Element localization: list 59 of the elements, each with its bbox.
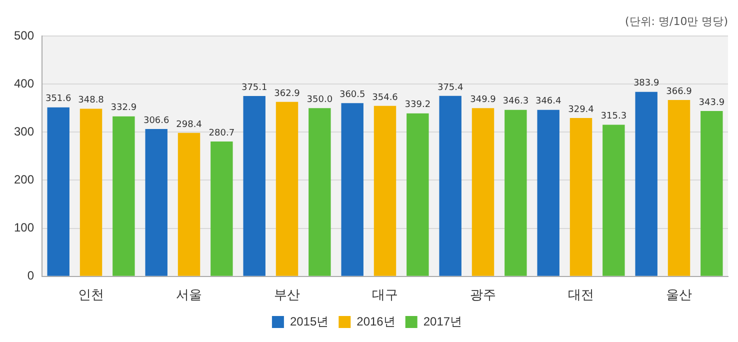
bar bbox=[112, 116, 135, 276]
y-tick-label: 200 bbox=[14, 172, 34, 187]
data-label: 349.9 bbox=[470, 95, 496, 106]
bar bbox=[406, 113, 429, 276]
x-tick-label: 대전 bbox=[568, 286, 594, 302]
bar bbox=[276, 102, 298, 276]
bar bbox=[210, 141, 233, 276]
x-tick-label: 광주 bbox=[470, 286, 496, 302]
y-tick-label: 100 bbox=[14, 220, 34, 235]
bar bbox=[80, 108, 102, 276]
data-label: 362.9 bbox=[274, 88, 300, 99]
text: (단위: 명/10만 명당) bbox=[625, 14, 728, 29]
data-label: 343.9 bbox=[698, 98, 725, 108]
data-label: 339.2 bbox=[404, 100, 431, 110]
data-label: 315.3 bbox=[600, 112, 627, 122]
data-label: 280.7 bbox=[208, 128, 235, 138]
y-tick-label: 500 bbox=[14, 28, 34, 42]
data-label: 306.6 bbox=[143, 116, 170, 126]
data-label: 383.9 bbox=[633, 78, 660, 89]
x-tick-label: 대구 bbox=[372, 286, 398, 302]
data-label: 375.4 bbox=[437, 82, 464, 93]
data-label: 354.6 bbox=[372, 92, 398, 103]
bar bbox=[537, 110, 560, 276]
bar bbox=[635, 92, 658, 276]
bar bbox=[504, 110, 527, 276]
legend-label: 2017년 bbox=[423, 314, 462, 328]
data-label: 332.9 bbox=[110, 103, 137, 114]
data-label: 346.3 bbox=[502, 96, 529, 107]
bar bbox=[243, 96, 266, 276]
bar bbox=[700, 111, 723, 276]
data-label: 350.0 bbox=[306, 94, 333, 105]
y-tick-label: 400 bbox=[14, 76, 34, 90]
y-tick-label: 0 bbox=[27, 268, 34, 283]
y-tick-label: 300 bbox=[14, 124, 34, 138]
bar bbox=[374, 106, 396, 276]
bar bbox=[341, 103, 364, 276]
data-label: 375.1 bbox=[241, 82, 268, 93]
data-label: 348.8 bbox=[78, 96, 104, 106]
bar bbox=[570, 118, 592, 276]
bar bbox=[47, 107, 70, 276]
legend-label: 2015년 bbox=[290, 314, 329, 328]
bar bbox=[602, 124, 625, 276]
bar bbox=[145, 128, 168, 276]
bar bbox=[668, 100, 690, 276]
bar bbox=[178, 132, 200, 276]
legend-label: 2016년 bbox=[356, 314, 396, 328]
x-tick-label: 부산 bbox=[274, 286, 300, 302]
x-tick-label: 인천 bbox=[78, 286, 104, 302]
data-label: 298.4 bbox=[176, 120, 202, 130]
bar bbox=[472, 108, 494, 276]
x-tick-label: 서울 bbox=[176, 286, 202, 302]
data-label: 351.6 bbox=[45, 94, 72, 104]
data-label: 329.4 bbox=[568, 104, 594, 115]
bar bbox=[439, 96, 462, 276]
bar bbox=[308, 108, 331, 276]
data-label: 366.9 bbox=[666, 86, 692, 97]
data-label: 346.4 bbox=[535, 96, 562, 107]
data-label: 360.5 bbox=[339, 90, 366, 100]
x-tick-label: 울산 bbox=[666, 286, 692, 302]
